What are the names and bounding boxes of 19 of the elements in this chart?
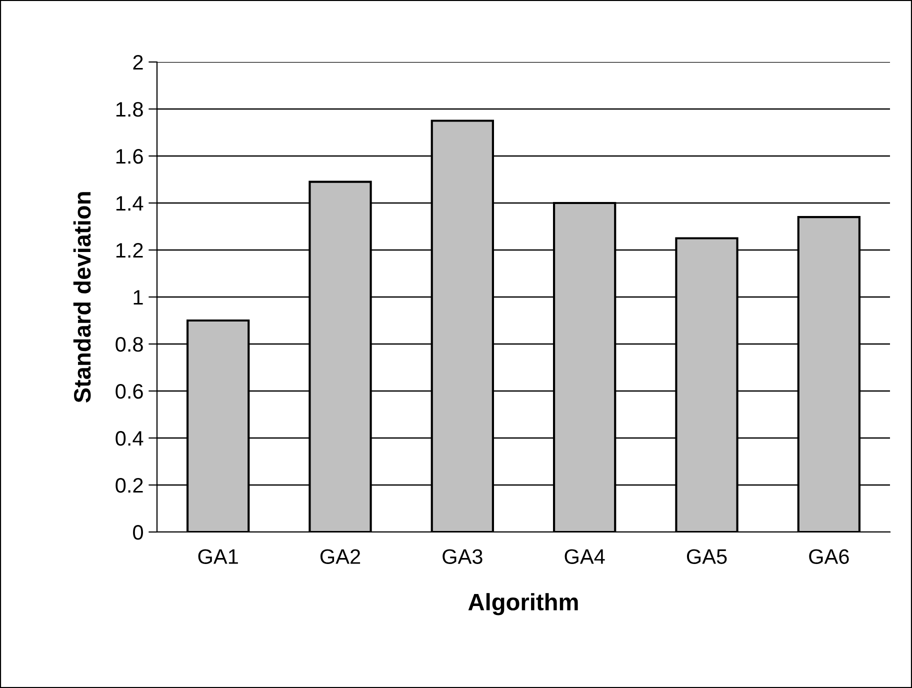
y-tick-label: 0	[133, 525, 143, 540]
x-tick-label: GA5	[686, 549, 727, 564]
y-tick-label: 0.8	[116, 337, 143, 352]
y-tick-label: 0.6	[116, 384, 143, 399]
y-tick-label: 1.2	[116, 243, 143, 258]
y-tick-label: 1	[134, 290, 143, 305]
y-tick-label: 1.4	[116, 196, 144, 211]
x-tick-label: GA4	[564, 549, 605, 564]
x-tick-label: GA1	[198, 549, 238, 564]
x-tick-label: GA6	[809, 549, 849, 564]
x-axis-title: Algorithm	[468, 593, 578, 616]
y-tick-label: 0.2	[116, 478, 143, 493]
y-tick-label: 1.8	[116, 102, 143, 117]
y-axis-title: Standard deviation	[73, 192, 91, 403]
y-tick-label: 1.6	[116, 149, 143, 164]
x-tick-label: GA3	[442, 549, 482, 564]
y-tick-label: 2	[133, 55, 143, 70]
x-tick-label: GA2	[320, 549, 360, 564]
y-tick-label: 0.4	[116, 431, 144, 446]
